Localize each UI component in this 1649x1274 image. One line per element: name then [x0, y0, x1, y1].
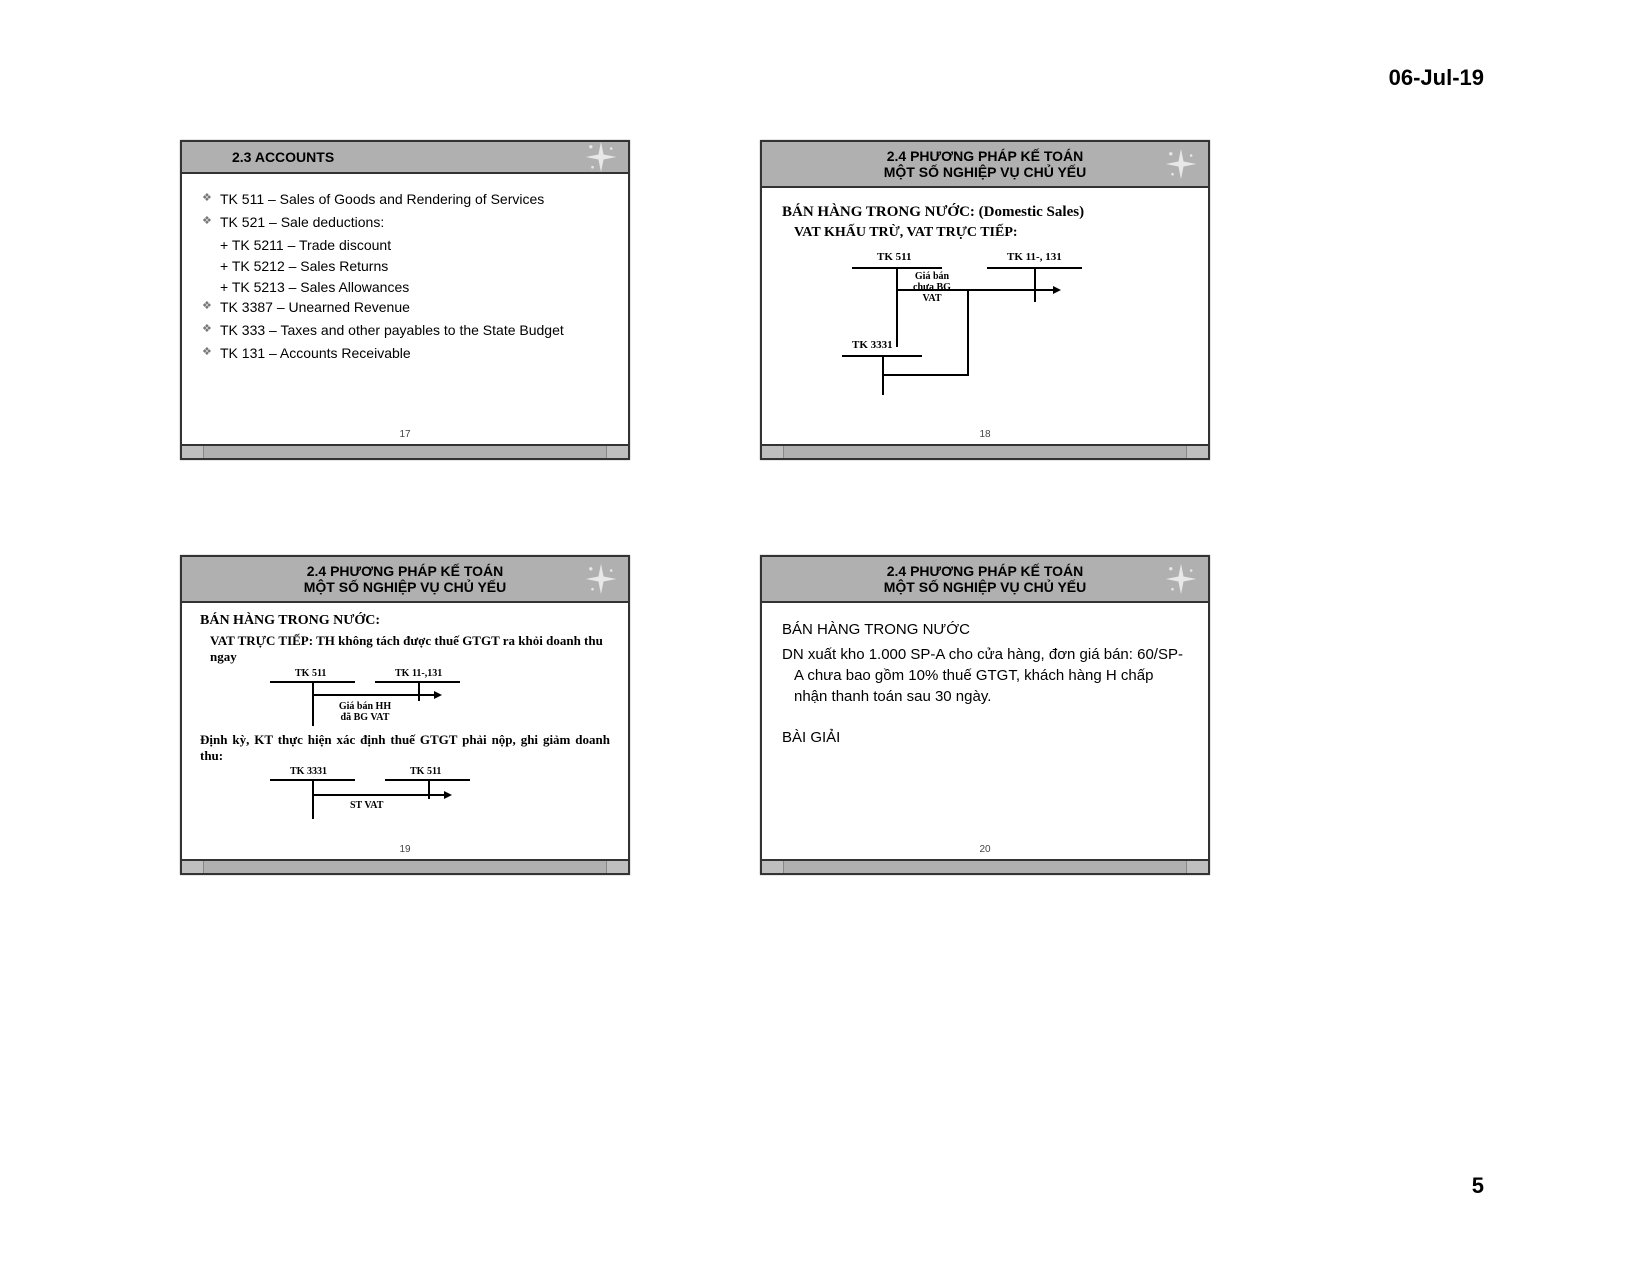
- t-label: TK 3331: [290, 766, 327, 777]
- slide-body: BÁN HÀNG TRONG NƯỚC: (Domestic Sales) VA…: [762, 188, 1208, 429]
- title-line: MỘT SỐ NGHIỆP VỤ CHỦ YẾU: [782, 579, 1188, 595]
- section-heading: BÁN HÀNG TRONG NƯỚC: [782, 619, 1188, 640]
- section-heading: BÁN HÀNG TRONG NƯỚC: (Domestic Sales): [782, 204, 1188, 221]
- slide-header: 2.4 PHƯƠNG PHÁP KẾ TOÁN MỘT SỐ NGHIỆP VỤ…: [182, 557, 628, 603]
- sub-bullet-item: + TK 5211 – Trade discount: [220, 236, 608, 255]
- slide-title: 2.4 PHƯƠNG PHÁP KẾ TOÁN MỘT SỐ NGHIỆP VỤ…: [782, 148, 1188, 180]
- slide-title: 2.3 ACCOUNTS: [202, 149, 608, 165]
- slide-body: BÁN HÀNG TRONG NƯỚC DN xuất kho 1.000 SP…: [762, 603, 1208, 844]
- t-label: TK 11-,131: [395, 668, 442, 679]
- diagram-note: Giá bán chưa BG VAT: [907, 271, 957, 304]
- slide-number: 19: [182, 844, 628, 859]
- sub-bullet-item: + TK 5212 – Sales Returns: [220, 257, 608, 276]
- page-date: 06-Jul-19: [1389, 65, 1484, 91]
- t-account-diagram: TK 511 TK 11-, 131 Giá bán chưa BG VAT T…: [782, 251, 1188, 421]
- title-line: 2.4 PHƯƠNG PHÁP KẾ TOÁN: [782, 563, 1188, 579]
- slide-18: 2.4 PHƯƠNG PHÁP KẾ TOÁN MỘT SỐ NGHIỆP VỤ…: [760, 140, 1210, 460]
- t-label: TK 511: [877, 251, 912, 263]
- diagram-note: Giá bán HH đã BG VAT: [330, 701, 400, 723]
- title-line: 2.4 PHƯƠNG PHÁP KẾ TOÁN: [782, 148, 1188, 164]
- section-heading: BÁN HÀNG TRONG NƯỚC:: [200, 613, 610, 629]
- page-number: 5: [1472, 1173, 1484, 1199]
- title-line: 2.4 PHƯƠNG PHÁP KẾ TOÁN: [202, 563, 608, 579]
- footer-strip: [182, 444, 628, 458]
- t-label: TK 511: [295, 668, 326, 679]
- sparkle-icon: [1164, 147, 1198, 181]
- sub-bullet-item: + TK 5213 – Sales Allowances: [220, 278, 608, 297]
- solution-label: BÀI GIẢI: [782, 727, 1188, 748]
- slide-17: 2.3 ACCOUNTS TK 511 – Sales of Goods and…: [180, 140, 630, 460]
- slides-grid: 2.3 ACCOUNTS TK 511 – Sales of Goods and…: [180, 140, 1210, 875]
- body-text: Định kỳ, KT thực hiện xác định thuế GTGT…: [200, 732, 610, 765]
- footer-strip: [762, 444, 1208, 458]
- t-label: TK 3331: [852, 339, 893, 351]
- slide-number: 17: [182, 429, 628, 444]
- footer-strip: [182, 859, 628, 873]
- slide-number: 18: [762, 429, 1208, 444]
- bullet-item: TK 521 – Sale deductions:: [202, 213, 608, 232]
- slide-number: 20: [762, 844, 1208, 859]
- sparkle-icon: [584, 140, 618, 174]
- t-label: TK 511: [410, 766, 441, 777]
- slide-title: 2.4 PHƯƠNG PHÁP KẾ TOÁN MỘT SỐ NGHIỆP VỤ…: [202, 563, 608, 595]
- slide-19: 2.4 PHƯƠNG PHÁP KẾ TOÁN MỘT SỐ NGHIỆP VỤ…: [180, 555, 630, 875]
- bullet-item: TK 3387 – Unearned Revenue: [202, 298, 608, 317]
- body-text: DN xuất kho 1.000 SP-A cho cửa hàng, đơn…: [782, 644, 1188, 707]
- slide-20: 2.4 PHƯƠNG PHÁP KẾ TOÁN MỘT SỐ NGHIỆP VỤ…: [760, 555, 1210, 875]
- t-account-diagram-1: TK 511 TK 11-,131 Giá bán HH đã BG VAT: [250, 668, 610, 728]
- sparkle-icon: [584, 562, 618, 596]
- bullet-item: TK 333 – Taxes and other payables to the…: [202, 321, 608, 340]
- title-line: MỘT SỐ NGHIỆP VỤ CHỦ YẾU: [202, 579, 608, 595]
- slide-header: 2.4 PHƯƠNG PHÁP KẾ TOÁN MỘT SỐ NGHIỆP VỤ…: [762, 142, 1208, 188]
- t-label: TK 11-, 131: [1007, 251, 1062, 263]
- sparkle-icon: [1164, 562, 1198, 596]
- body-text: VAT TRỰC TIẾP: TH không tách được thuế G…: [210, 633, 610, 666]
- bullet-item: TK 511 – Sales of Goods and Rendering of…: [202, 190, 608, 209]
- bullet-item: TK 131 – Accounts Receivable: [202, 344, 608, 363]
- footer-strip: [762, 859, 1208, 873]
- title-line: MỘT SỐ NGHIỆP VỤ CHỦ YẾU: [782, 164, 1188, 180]
- slide-header: 2.4 PHƯƠNG PHÁP KẾ TOÁN MỘT SỐ NGHIỆP VỤ…: [762, 557, 1208, 603]
- slide-title: 2.4 PHƯƠNG PHÁP KẾ TOÁN MỘT SỐ NGHIỆP VỤ…: [782, 563, 1188, 595]
- t-account-diagram-2: TK 3331 TK 511 ST VAT: [250, 766, 610, 821]
- section-subheading: VAT KHẤU TRỪ, VAT TRỰC TIẾP:: [794, 225, 1188, 241]
- diagram-note: ST VAT: [350, 800, 383, 811]
- slide-body: TK 511 – Sales of Goods and Rendering of…: [182, 174, 628, 429]
- slide-body: BÁN HÀNG TRONG NƯỚC: VAT TRỰC TIẾP: TH k…: [182, 603, 628, 844]
- slide-header: 2.3 ACCOUNTS: [182, 142, 628, 174]
